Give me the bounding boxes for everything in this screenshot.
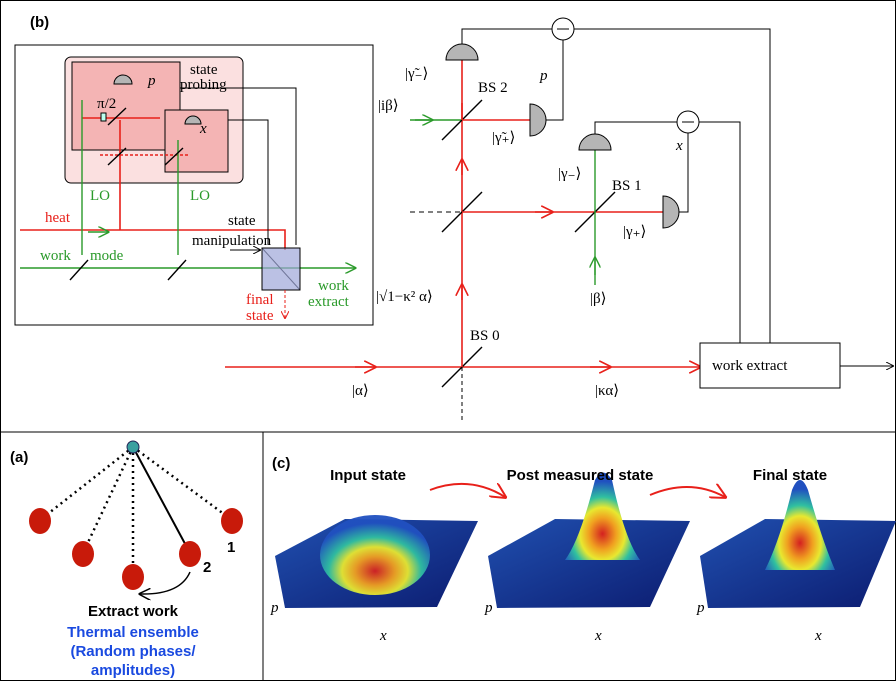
title: Post measured state [507,467,654,484]
panel-b: (b) p |γ̃₋⟩ BS 2 |iβ⟩ |γ̃₊⟩ x |γ₋⟩ BS 1 … [30,14,893,420]
panel-c: (c) Input state Post measured state Fina… [270,455,896,644]
label: x [675,138,683,154]
label: |γ₋⟩ [558,166,581,182]
inset: π/2 p state probing x LO LO heat work mod… [14,44,374,326]
detector [662,195,680,229]
axis-label: x [379,628,387,644]
title: Final state [753,467,827,484]
pendulum-strings [39,445,233,576]
panel-label: (b) [30,14,49,31]
label-line: manipulation [192,233,272,249]
label: |γ̃₋⟩ [405,66,428,82]
axis-label: x [814,628,822,644]
label: state manipulation [192,213,272,249]
axis-label: p [270,600,279,616]
label: final state [246,292,274,324]
pendulum-string [132,446,191,554]
panel-a: (a) 1 2 Extract work Thermal ensemble (Ra… [10,440,243,679]
detectors [113,74,202,125]
label-line: Thermal ensemble [67,624,199,641]
axis-label: x [594,628,602,644]
label: |α⟩ [352,383,369,399]
label: p [539,68,548,84]
label-line: final [246,292,274,308]
title: Input state [330,467,406,484]
panel-label: (a) [10,449,28,466]
label: |√1−κ² α⟩ [376,289,433,305]
label: work extract [712,358,788,374]
label-line: work [318,278,349,294]
label-line: (Random phases/ [70,643,196,660]
wire [594,121,741,343]
label: LO [90,188,110,204]
label: heat [45,210,71,226]
detector [529,103,547,137]
label: work [40,248,71,264]
wire [461,28,771,343]
label: LO [190,188,210,204]
axis-label: p [696,600,705,616]
label: 2 [203,559,211,576]
heat-path [82,117,160,230]
label: |κα⟩ [595,383,619,399]
pivot [126,440,140,454]
ensemble-label: Thermal ensemble (Random phases/amplitude… [67,624,199,679]
label: x [199,121,207,137]
label: BS 0 [470,328,500,344]
work-extract-box [699,342,841,389]
surface [275,515,478,608]
label: work extract [308,278,350,310]
label-line: state [228,213,256,229]
wires [180,87,297,250]
flow-arrow [429,484,505,497]
label-line: amplitudes) [91,662,175,679]
label: 1 [227,539,235,556]
label-line: probing [180,77,227,93]
label-line: extract [308,294,350,310]
surface [488,472,690,608]
manip-box [261,247,301,291]
label: mode [90,248,124,264]
detector [578,133,612,151]
flow-arrow [649,487,725,497]
label: |β⟩ [590,291,607,307]
balls [29,508,243,590]
axis-label: p [484,600,493,616]
surface [700,480,896,608]
label: |iβ⟩ [378,98,399,114]
label: π/2 [97,96,116,112]
label: BS 2 [478,80,508,96]
label: BS 1 [612,178,642,194]
label: |γ₊⟩ [623,224,646,240]
label: p [147,73,156,89]
phase-plate [100,112,107,122]
splitters [69,107,187,281]
label: |γ̃₊⟩ [492,130,515,146]
label: state probing [180,62,227,93]
detector [445,43,479,61]
panel-label: (c) [272,455,290,472]
swing-arrow [140,571,191,594]
label-line: state [246,308,274,324]
label: Extract work [88,603,179,620]
label-line: state [190,62,218,78]
lo-path [81,100,179,255]
